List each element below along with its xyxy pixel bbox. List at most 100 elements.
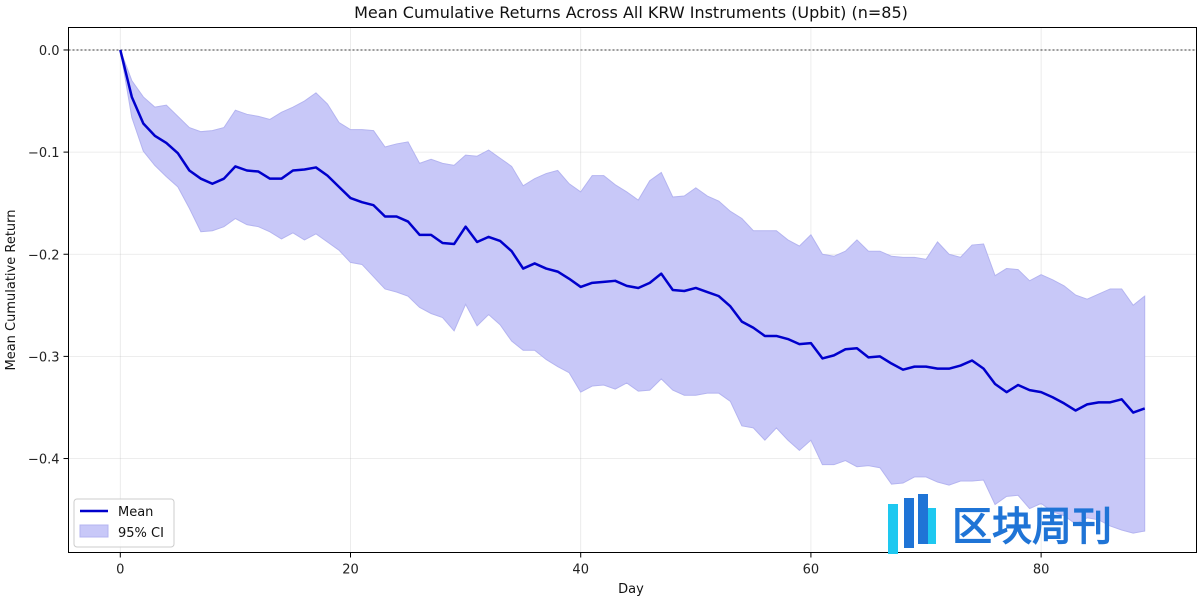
mean-point bbox=[384, 215, 386, 217]
mean-point bbox=[223, 177, 225, 179]
y-tick-label: 0.0 bbox=[39, 44, 60, 59]
mean-point bbox=[154, 135, 156, 137]
watermark-bar-1 bbox=[888, 504, 898, 554]
mean-point bbox=[499, 240, 501, 242]
mean-series-line bbox=[119, 49, 1146, 414]
mean-point bbox=[580, 286, 582, 288]
mean-point bbox=[856, 347, 858, 349]
mean-point bbox=[798, 343, 800, 345]
chart-title: Mean Cumulative Returns Across All KRW I… bbox=[354, 3, 908, 22]
mean-point bbox=[1028, 389, 1030, 391]
watermark-bar-4 bbox=[928, 508, 936, 544]
mean-point bbox=[487, 236, 489, 238]
mean-point bbox=[395, 215, 397, 217]
watermark-bar-3 bbox=[918, 494, 928, 544]
mean-point bbox=[1132, 411, 1134, 413]
mean-point bbox=[361, 201, 363, 203]
mean-point bbox=[787, 338, 789, 340]
mean-point bbox=[925, 365, 927, 367]
mean-point bbox=[246, 169, 248, 171]
mean-point bbox=[637, 287, 639, 289]
mean-point bbox=[718, 295, 720, 297]
mean-point bbox=[591, 282, 593, 284]
y-tick-label: −0.4 bbox=[28, 453, 60, 468]
mean-point bbox=[672, 289, 674, 291]
mean-point bbox=[994, 383, 996, 385]
mean-point bbox=[119, 49, 121, 51]
mean-point bbox=[879, 355, 881, 357]
mean-point bbox=[729, 305, 731, 307]
mean-point bbox=[292, 169, 294, 171]
mean-point bbox=[695, 287, 697, 289]
x-tick-label: 80 bbox=[1033, 563, 1050, 578]
mean-point bbox=[706, 291, 708, 293]
mean-point bbox=[315, 166, 317, 168]
mean-point bbox=[833, 354, 835, 356]
mean-point bbox=[752, 327, 754, 329]
mean-point bbox=[522, 267, 524, 269]
mean-point bbox=[533, 262, 535, 264]
mean-point bbox=[603, 281, 605, 283]
watermark-logo: 区块周刊 bbox=[888, 494, 1112, 554]
watermark-bar-2 bbox=[904, 498, 914, 548]
mean-point bbox=[1051, 396, 1053, 398]
mean-point bbox=[188, 169, 190, 171]
mean-point bbox=[372, 204, 374, 206]
mean-point bbox=[649, 282, 651, 284]
mean-point bbox=[177, 152, 179, 154]
mean-point bbox=[510, 250, 512, 252]
mean-point bbox=[902, 368, 904, 370]
mean-point bbox=[1120, 398, 1122, 400]
mean-point bbox=[626, 285, 628, 287]
y-tick-label: −0.1 bbox=[28, 146, 60, 161]
mean-point bbox=[890, 362, 892, 364]
mean-point bbox=[418, 234, 420, 236]
mean-point bbox=[545, 267, 547, 269]
mean-point bbox=[971, 359, 973, 361]
mean-point bbox=[660, 272, 662, 274]
mean-point bbox=[936, 367, 938, 369]
mean-point bbox=[1109, 401, 1111, 403]
mean-point bbox=[142, 122, 144, 124]
mean-point bbox=[200, 177, 202, 179]
mean-point bbox=[476, 241, 478, 243]
mean-point bbox=[303, 168, 305, 170]
mean-point bbox=[269, 177, 271, 179]
mean-point bbox=[556, 270, 558, 272]
mean-point bbox=[1074, 409, 1076, 411]
mean-point bbox=[867, 356, 869, 358]
y-axis-label: Mean Cumulative Return bbox=[4, 209, 19, 370]
mean-point bbox=[568, 278, 570, 280]
mean-point bbox=[683, 290, 685, 292]
mean-point bbox=[326, 174, 328, 176]
x-axis-ticks: 0 20 40 60 80 bbox=[116, 552, 1050, 578]
y-axis-ticks: 0.0 −0.1 −0.2 −0.3 −0.4 bbox=[28, 44, 69, 468]
legend-mean-label: Mean bbox=[118, 505, 153, 520]
mean-point bbox=[913, 365, 915, 367]
legend: Mean 95% CI bbox=[73, 498, 175, 548]
mean-point bbox=[407, 220, 409, 222]
x-tick-label: 0 bbox=[116, 563, 124, 578]
x-tick-label: 20 bbox=[342, 563, 359, 578]
mean-point bbox=[775, 335, 777, 337]
mean-point bbox=[349, 197, 351, 199]
mean-point bbox=[844, 348, 846, 350]
mean-point bbox=[211, 183, 213, 185]
mean-point bbox=[1063, 402, 1065, 404]
watermark-text: 区块周刊 bbox=[952, 504, 1112, 550]
x-axis-label: Day bbox=[618, 582, 644, 597]
mean-point bbox=[165, 142, 167, 144]
mean-point bbox=[741, 320, 743, 322]
mean-point bbox=[614, 280, 616, 282]
mean-point bbox=[821, 357, 823, 359]
y-tick-label: −0.3 bbox=[28, 350, 60, 365]
mean-point bbox=[441, 242, 443, 244]
mean-point bbox=[430, 234, 432, 236]
mean-point bbox=[948, 367, 950, 369]
x-tick-label: 40 bbox=[572, 563, 589, 578]
mean-point bbox=[764, 335, 766, 337]
mean-point bbox=[810, 342, 812, 344]
x-tick-label: 60 bbox=[803, 563, 820, 578]
mean-point bbox=[280, 177, 282, 179]
